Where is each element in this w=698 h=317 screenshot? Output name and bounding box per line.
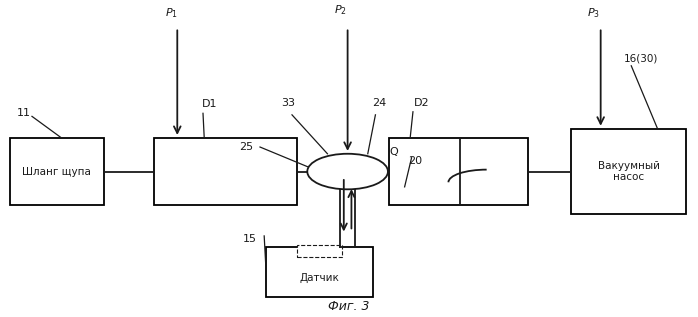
Text: Q: Q [389,147,398,157]
Text: 20: 20 [408,156,422,166]
Text: 33: 33 [281,98,295,107]
Text: 15: 15 [243,234,258,244]
Bar [265,247,373,297]
Text: 11: 11 [17,108,31,118]
Text: Датчик: Датчик [299,273,339,283]
Text: Вакуумный
насос: Вакуумный насос [597,161,660,182]
Text: D2: D2 [413,98,429,107]
Text: 24: 24 [372,98,386,107]
Bar [297,245,342,257]
Bar [154,138,297,205]
Text: 25: 25 [239,142,253,152]
Text: 16(30): 16(30) [624,53,659,63]
Text: $P_1$: $P_1$ [165,6,177,20]
Bar [572,129,686,215]
Text: $P_3$: $P_3$ [587,6,600,20]
Text: Фиг. 3: Фиг. 3 [328,300,370,313]
Text: Шланг щупа: Шланг щупа [22,166,91,177]
Circle shape [307,154,388,189]
Bar [389,138,528,205]
Text: D1: D1 [202,99,218,109]
Bar [10,138,103,205]
Text: $P_2$: $P_2$ [334,3,347,17]
